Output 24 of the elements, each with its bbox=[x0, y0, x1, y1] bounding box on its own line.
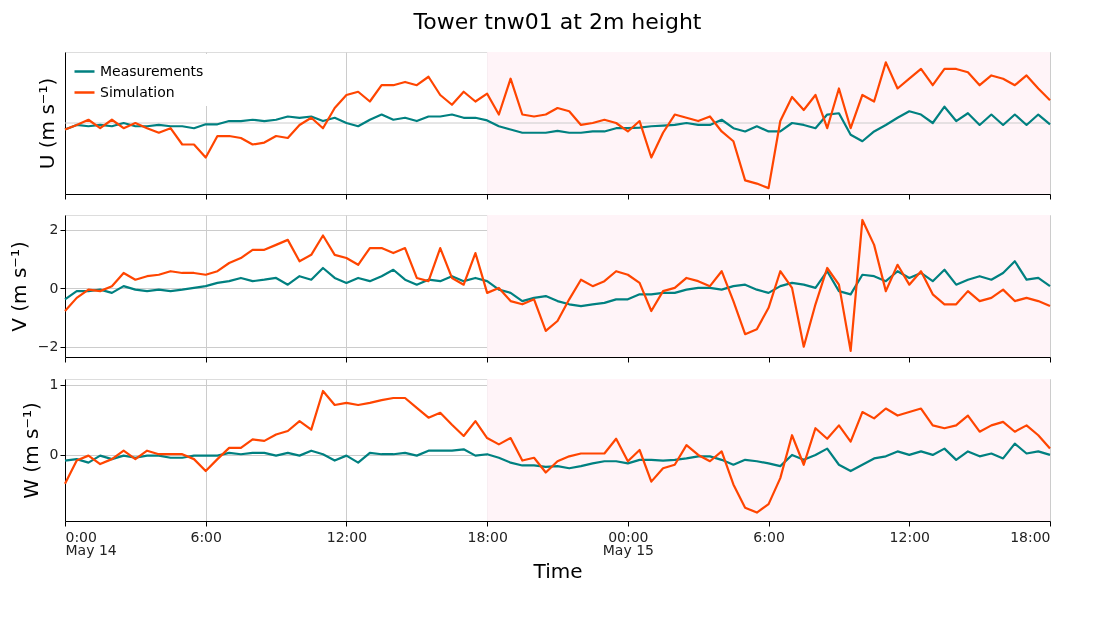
chart-title: Tower tnw01 at 2m height bbox=[412, 9, 702, 34]
x-tick-label: 18:00 bbox=[1010, 528, 1051, 545]
y-tick-label: 1 bbox=[49, 376, 59, 393]
x-tick-label: 6:00 bbox=[753, 528, 785, 545]
x-tick-label: 6:00 bbox=[190, 528, 222, 545]
line-series bbox=[63, 389, 1052, 514]
line-series bbox=[63, 260, 1052, 308]
y-axis-title: U (m s⁻¹) bbox=[34, 77, 59, 170]
y-tick-label: −2 bbox=[37, 338, 59, 355]
y-tick-label: 2 bbox=[49, 221, 59, 238]
x-tick-label: 12:00 bbox=[889, 528, 930, 545]
x-axis-title: Time bbox=[532, 558, 583, 583]
x-tick-label: 18:00 bbox=[467, 528, 508, 545]
legend-label: Measurements bbox=[100, 62, 204, 79]
x-tick-label: 12:00 bbox=[326, 528, 368, 545]
y-tick-label: 0 bbox=[49, 446, 59, 463]
y-axis-title: W (m s⁻¹) bbox=[18, 402, 43, 499]
x-tick-label: 00:00 May 15 bbox=[602, 528, 654, 558]
x-tick-label: 0:00 May 14 bbox=[65, 528, 117, 558]
y-tick-label: 0 bbox=[49, 279, 59, 296]
legend-label: Simulation bbox=[100, 83, 175, 100]
y-axis-title: V (m s⁻¹) bbox=[6, 241, 31, 332]
line-series bbox=[63, 218, 1052, 352]
line-series bbox=[63, 442, 1052, 473]
